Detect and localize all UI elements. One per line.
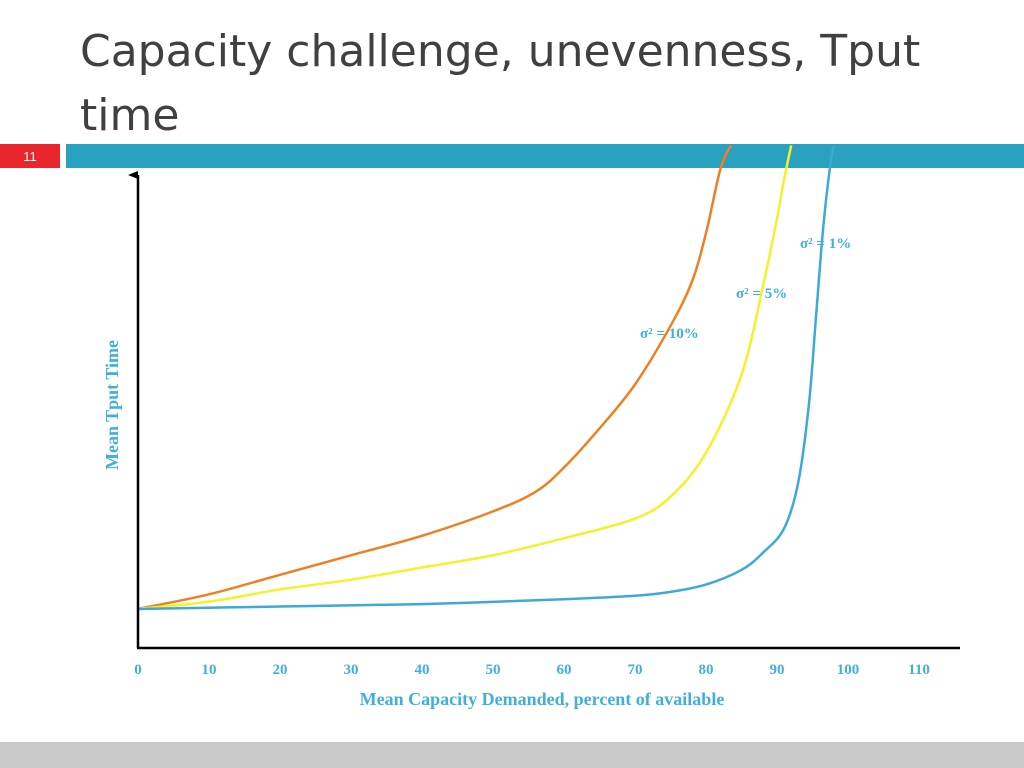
slide-number: 11 [0, 144, 60, 168]
x-tick-labels: 0 10 20 30 40 50 60 70 80 90 100 110 [134, 662, 930, 678]
x-axis-label: Mean Capacity Demanded, percent of avail… [360, 689, 725, 709]
x-tick-label: 80 [699, 662, 714, 678]
footer-bar [0, 742, 1024, 768]
series-line-sigma-10 [137, 144, 732, 611]
slide-title: Capacity challenge, unevenness, Tput tim… [80, 26, 921, 141]
x-tick-label: 70 [628, 662, 643, 678]
series-label-sigma-1: σ² = 1% [800, 236, 851, 252]
series-layer [137, 144, 836, 611]
y-axis-label: Mean Tput Time [102, 340, 122, 470]
x-tick-label: 50 [486, 662, 501, 678]
x-tick-label: 90 [770, 662, 785, 678]
x-tick-label: 0 [134, 662, 142, 678]
x-tick-label: 100 [837, 662, 860, 678]
x-tick-label: 110 [908, 662, 930, 678]
series-label-sigma-10: σ² = 10% [640, 326, 699, 342]
series-label-sigma-5: σ² = 5% [736, 286, 787, 302]
x-tick-label: 20 [273, 662, 288, 678]
x-tick-label: 60 [557, 662, 572, 678]
x-tick-label: 40 [415, 662, 430, 678]
series-line-sigma-1 [137, 145, 836, 611]
x-tick-label: 30 [344, 662, 359, 678]
series-line-sigma-5 [137, 145, 793, 611]
x-tick-label: 10 [202, 662, 217, 678]
header-bar [66, 144, 1024, 168]
